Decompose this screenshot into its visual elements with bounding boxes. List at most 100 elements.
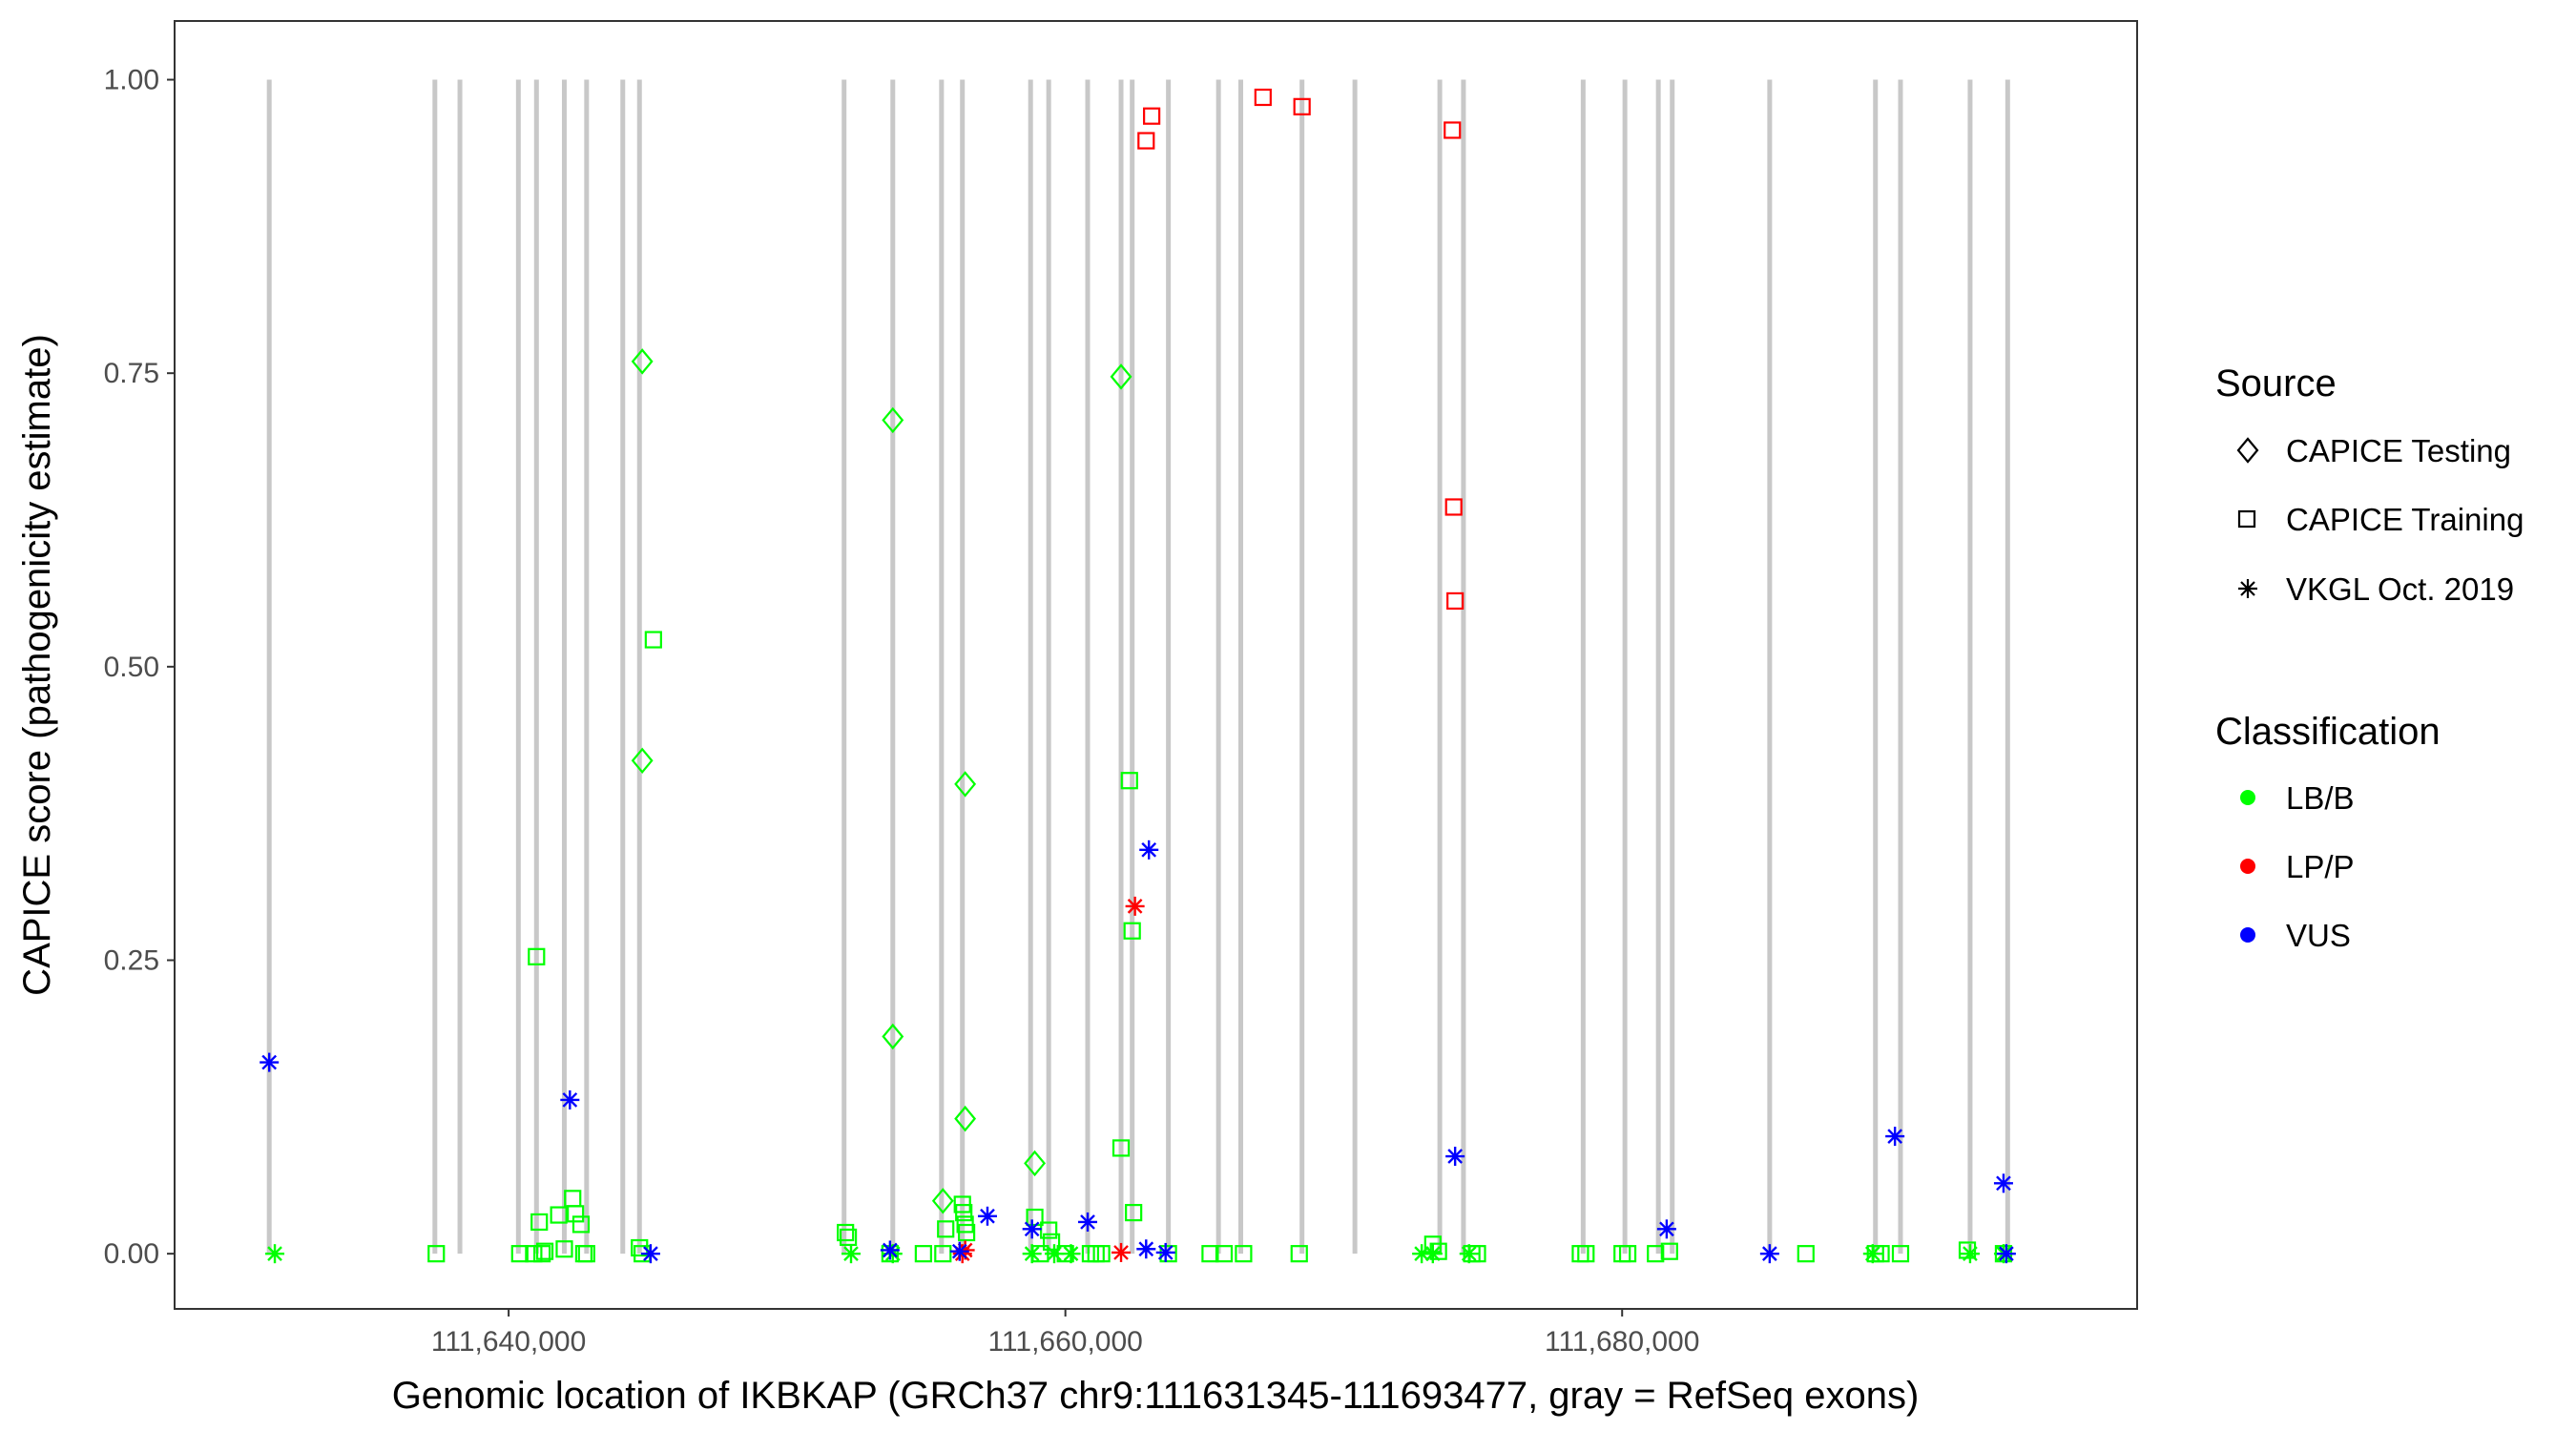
data-point [837,1223,855,1242]
data-point [510,1245,529,1263]
data-point [528,947,546,965]
legend-class-vus: VUS [2240,918,2351,953]
data-point [560,1089,580,1110]
legend-class-label: VUS [2286,918,2351,953]
y-axis-title: CAPICE score (pathogenicity estimate) [16,334,58,996]
data-point [1078,1212,1098,1232]
data-point [934,1245,952,1263]
data-point [1445,1147,1465,1167]
legend-source-label: VKGL Oct. 2019 [2286,571,2514,607]
data-point [955,1203,973,1222]
green-dot-icon [2240,790,2255,805]
data-point [1759,1244,1779,1264]
data-point [1797,1245,1815,1263]
data-point [1022,1219,1042,1239]
data-point [1293,97,1311,115]
data-point [949,1241,969,1261]
legend-class-lbb: LB/B [2240,780,2355,816]
data-point [839,1228,858,1247]
data-point [555,1240,573,1258]
data-point [1618,1245,1637,1263]
data-point [1996,1244,2016,1264]
data-point [631,1238,649,1257]
y-tick-label: 0.75 [104,358,159,389]
diamond-icon [2236,437,2259,464]
data-point [1155,1242,1175,1262]
data-point [1960,1244,1980,1264]
data-point [571,1215,591,1234]
data-point [1092,1245,1111,1263]
legend-source-label: CAPICE Testing [2286,433,2511,468]
data-point [644,631,662,649]
legend-source-title: Source [2215,363,2337,404]
red-dot-icon [2240,859,2255,874]
data-point [937,1220,955,1238]
exon-layer [266,79,2010,1255]
data-point [1235,1245,1253,1263]
legend-source-label: CAPICE Training [2286,502,2524,537]
data-point [1125,1203,1143,1222]
data-point [1125,896,1145,916]
data-point [1254,88,1272,107]
data-point [954,1105,977,1132]
data-point [1647,1245,1665,1263]
legend: Source CAPICE Testing CAPICE Training VK… [2215,363,2524,953]
data-point [1201,1245,1219,1263]
legend-source-training: CAPICE Training [2237,502,2524,537]
data-point [1459,1244,1479,1264]
x-tick-label: 111,660,000 [987,1326,1142,1358]
data-point [1137,132,1155,150]
data-point [550,1206,568,1224]
data-point [977,1206,997,1226]
data-point [530,1213,549,1232]
data-point [1120,772,1138,790]
data-point [1123,922,1141,940]
data-point [882,406,904,434]
square-icon [2237,509,2256,529]
data-point [1136,1239,1156,1259]
data-point [957,1223,976,1242]
legend-classification-title: Classification [2215,711,2441,753]
data-point [1040,1221,1058,1239]
data-point [1143,107,1161,125]
data-point [631,348,654,375]
data-point [1656,1219,1676,1239]
data-point [1111,1139,1131,1157]
plot-panel-border [174,20,2138,1310]
y-tick-label: 0.00 [104,1238,159,1270]
data-point [841,1244,862,1264]
y-tick-label: 0.25 [104,945,159,977]
y-tick-label: 1.00 [104,65,159,96]
data-point [1577,1245,1595,1263]
data-point [1159,1245,1177,1263]
data-point [914,1245,932,1263]
data-point [1139,840,1159,860]
data-point [1024,1150,1047,1177]
data-point [1862,1244,1882,1264]
data-point [533,1245,551,1263]
data-point [1446,591,1465,611]
y-axis: 0.00 0.25 0.50 0.75 1.00 [104,65,175,1270]
data-point [265,1244,285,1264]
data-point [1110,363,1132,390]
blue-dot-icon [2240,927,2255,943]
data-point [1444,121,1462,139]
data-point [1444,498,1463,516]
legend-source-vkgl: VKGL Oct. 2019 [2238,571,2514,607]
data-point [640,1244,660,1264]
data-point [535,1242,554,1260]
data-point [1423,1244,1443,1264]
data-point [567,1205,585,1223]
x-axis-title: Genomic location of IKBKAP (GRCh37 chr9:… [392,1375,1920,1417]
legend-class-lpp: LP/P [2240,849,2355,884]
legend-class-label: LP/P [2286,849,2355,884]
data-point [880,1240,900,1260]
data-point [1215,1245,1234,1263]
data-point [631,747,654,775]
data-point [1885,1127,1905,1147]
data-point [260,1052,280,1072]
data-point [1111,1242,1132,1262]
data-point [882,1023,904,1050]
